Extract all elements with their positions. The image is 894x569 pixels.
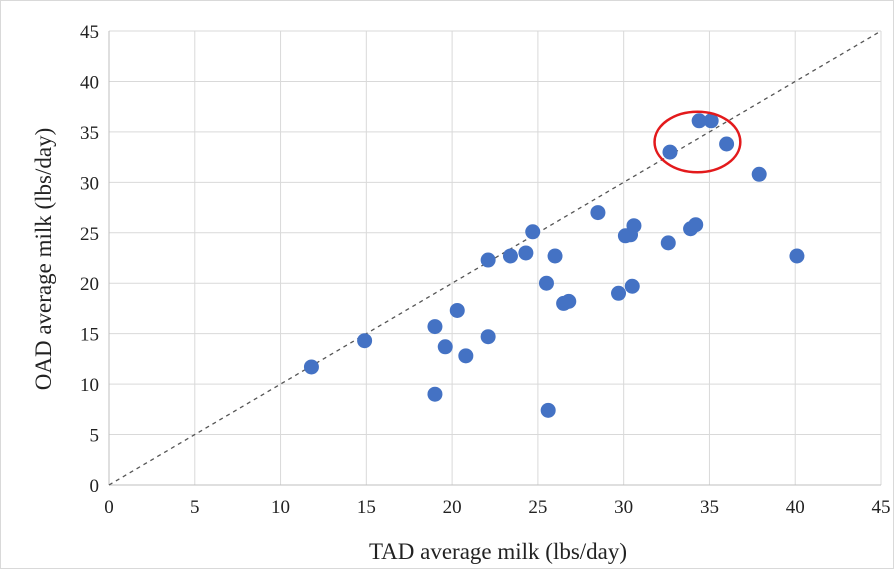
data-point	[481, 329, 496, 344]
data-point	[481, 253, 496, 268]
y-tick-label: 10	[80, 375, 99, 396]
x-tick-label: 5	[190, 497, 200, 518]
x-tick-label: 20	[443, 497, 462, 518]
data-point	[541, 403, 556, 418]
y-tick-label: 15	[80, 325, 99, 346]
data-point	[548, 248, 563, 263]
data-point	[539, 276, 554, 291]
data-point	[525, 224, 540, 239]
x-tick-label: 0	[104, 497, 114, 518]
data-point	[662, 145, 677, 160]
data-point	[590, 205, 605, 220]
y-tick-label: 35	[80, 123, 99, 144]
data-point	[427, 387, 442, 402]
y-tick-label: 30	[80, 173, 99, 194]
data-points	[304, 113, 805, 418]
y-tick-label: 20	[80, 274, 99, 295]
data-point	[611, 286, 626, 301]
data-point	[561, 294, 576, 309]
x-tick-label: 10	[271, 497, 290, 518]
y-tick-label: 5	[90, 426, 100, 447]
x-tick-label: 15	[357, 497, 376, 518]
data-point	[304, 359, 319, 374]
data-point	[719, 136, 734, 151]
x-axis-title: TAD average milk (lbs/day)	[369, 539, 627, 564]
x-tick-labels: 0 5 10 15 20 25 30 35 40 45	[104, 497, 890, 518]
y-tick-label: 25	[80, 224, 99, 245]
data-point	[503, 248, 518, 263]
data-point	[688, 217, 703, 232]
data-point	[661, 235, 676, 250]
data-point	[625, 279, 640, 294]
y-tick-label: 0	[90, 476, 100, 497]
y-tick-label: 40	[80, 72, 99, 93]
x-tick-label: 40	[786, 497, 805, 518]
data-point	[450, 303, 465, 318]
data-point	[458, 348, 473, 363]
y-axis-title: OAD average milk (lbs/day)	[31, 128, 56, 391]
x-tick-label: 35	[700, 497, 719, 518]
data-point	[626, 218, 641, 233]
x-tick-label: 30	[614, 497, 633, 518]
data-point	[518, 245, 533, 260]
x-tick-label: 25	[528, 497, 547, 518]
data-point	[789, 248, 804, 263]
data-point	[752, 167, 767, 182]
data-point	[357, 333, 372, 348]
y-tick-labels: 0 5 10 15 20 25 30 35 40 45	[80, 22, 99, 497]
data-point	[438, 339, 453, 354]
data-point	[427, 319, 442, 334]
y-tick-label: 45	[80, 22, 99, 43]
x-tick-label: 45	[872, 497, 891, 518]
